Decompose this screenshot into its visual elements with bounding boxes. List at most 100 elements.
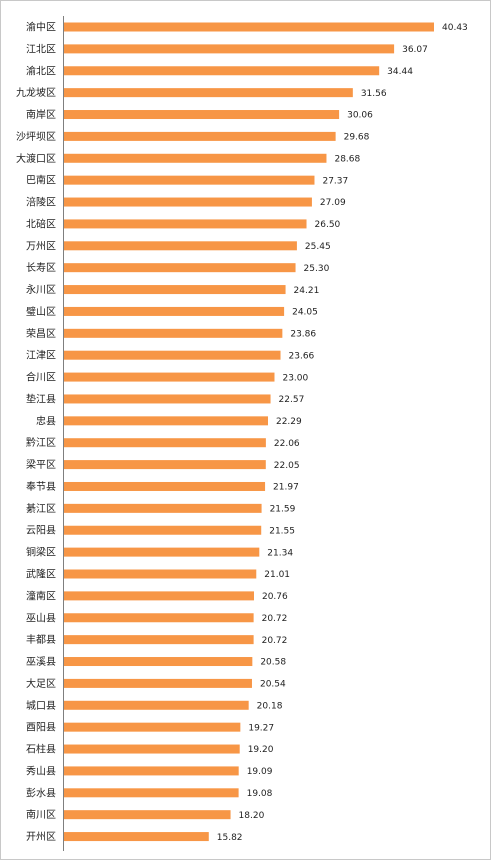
- category-label-1: 江北区: [26, 43, 56, 55]
- value-label-31: 20.18: [257, 701, 283, 711]
- category-label-37: 开州区: [26, 831, 56, 843]
- category-label-27: 巫山县: [26, 612, 56, 624]
- value-label-24: 21.34: [267, 548, 293, 558]
- value-label-13: 24.05: [292, 308, 318, 318]
- bar-0: [64, 22, 434, 32]
- category-label-9: 北碚区: [26, 217, 56, 230]
- bar-25: [64, 569, 257, 579]
- bars-group: [64, 22, 434, 842]
- value-label-3: 31.56: [361, 89, 387, 99]
- category-label-16: 合川区: [26, 371, 56, 384]
- bar-8: [64, 197, 312, 207]
- bar-14: [64, 328, 283, 338]
- category-label-29: 巫溪县: [26, 656, 56, 668]
- category-label-3: 九龙坡区: [16, 86, 56, 99]
- value-label-2: 34.44: [387, 67, 413, 77]
- category-label-26: 潼南区: [26, 589, 56, 602]
- category-label-15: 江津区: [26, 350, 56, 362]
- category-label-8: 涪陵区: [26, 196, 56, 209]
- category-label-20: 梁平区: [26, 458, 56, 471]
- value-label-0: 40.43: [442, 23, 468, 33]
- bar-20: [64, 460, 266, 470]
- value-label-8: 27.09: [320, 198, 346, 208]
- bar-9: [64, 219, 307, 229]
- bar-21: [64, 481, 266, 491]
- category-label-28: 丰都县: [26, 633, 56, 646]
- bar-34: [64, 766, 239, 776]
- category-label-25: 武隆区: [26, 568, 56, 581]
- category-label-21: 奉节县: [26, 480, 56, 493]
- value-label-10: 25.45: [305, 242, 331, 252]
- value-label-25: 21.01: [264, 570, 290, 580]
- bar-1: [64, 44, 395, 54]
- value-label-27: 20.72: [262, 614, 288, 624]
- value-label-37: 15.82: [217, 833, 243, 843]
- value-label-28: 20.72: [262, 636, 288, 646]
- category-label-4: 南岸区: [26, 108, 56, 121]
- category-label-34: 秀山县: [26, 765, 56, 777]
- category-label-32: 酉阳县: [26, 722, 56, 734]
- category-label-17: 垫江县: [26, 392, 56, 405]
- bar-18: [64, 416, 268, 426]
- bar-11: [64, 263, 296, 273]
- bar-4: [64, 110, 340, 120]
- category-label-23: 云阳县: [26, 525, 56, 537]
- bar-23: [64, 525, 262, 535]
- bar-19: [64, 438, 266, 448]
- bar-32: [64, 722, 241, 732]
- category-label-5: 沙坪坝区: [16, 130, 56, 143]
- category-label-24: 铜梁区: [26, 546, 56, 559]
- value-label-19: 22.06: [274, 439, 300, 449]
- bar-12: [64, 285, 286, 295]
- category-label-22: 綦江区: [26, 502, 56, 515]
- value-label-30: 20.54: [260, 680, 286, 690]
- bar-3: [64, 88, 353, 98]
- value-label-16: 23.00: [282, 373, 308, 383]
- bar-10: [64, 241, 297, 251]
- value-label-4: 30.06: [347, 111, 373, 121]
- category-label-31: 城口县: [26, 700, 56, 712]
- value-label-6: 28.68: [334, 154, 360, 164]
- value-label-23: 21.55: [269, 526, 295, 536]
- category-label-13: 璧山区: [26, 305, 56, 318]
- value-label-18: 22.29: [276, 417, 302, 427]
- value-label-32: 19.27: [248, 723, 274, 733]
- category-label-36: 南川区: [26, 808, 56, 821]
- value-label-9: 26.50: [315, 220, 341, 230]
- category-label-10: 万州区: [26, 240, 56, 252]
- bar-37: [64, 832, 209, 842]
- bar-30: [64, 678, 252, 688]
- category-label-11: 长寿区: [26, 261, 56, 274]
- value-label-1: 36.07: [402, 45, 428, 55]
- category-label-0: 渝中区: [26, 21, 56, 34]
- value-label-20: 22.05: [274, 461, 300, 471]
- bar-22: [64, 503, 262, 513]
- value-label-29: 20.58: [260, 658, 286, 668]
- value-label-36: 18.20: [239, 811, 265, 821]
- category-label-35: 彭水县: [26, 786, 56, 799]
- bar-16: [64, 372, 275, 382]
- value-label-21: 21.97: [273, 483, 299, 493]
- bar-28: [64, 635, 254, 645]
- value-label-12: 24.21: [294, 286, 320, 296]
- bar-33: [64, 744, 240, 754]
- category-label-14: 荣昌区: [26, 328, 56, 340]
- value-label-7: 27.37: [322, 176, 348, 186]
- value-label-33: 19.20: [248, 745, 274, 755]
- category-label-33: 石柱县: [26, 743, 56, 756]
- value-label-11: 25.30: [304, 264, 330, 274]
- bar-17: [64, 394, 271, 404]
- value-label-15: 23.66: [289, 351, 315, 361]
- value-label-5: 29.68: [344, 133, 370, 143]
- bar-5: [64, 131, 336, 141]
- bar-29: [64, 657, 253, 667]
- category-label-30: 大足区: [26, 677, 56, 690]
- category-label-18: 忠县: [36, 415, 56, 427]
- bar-35: [64, 788, 239, 798]
- bar-26: [64, 591, 254, 601]
- bar-27: [64, 613, 254, 623]
- bar-15: [64, 350, 281, 360]
- value-label-34: 19.09: [247, 767, 273, 777]
- value-label-35: 19.08: [247, 789, 273, 799]
